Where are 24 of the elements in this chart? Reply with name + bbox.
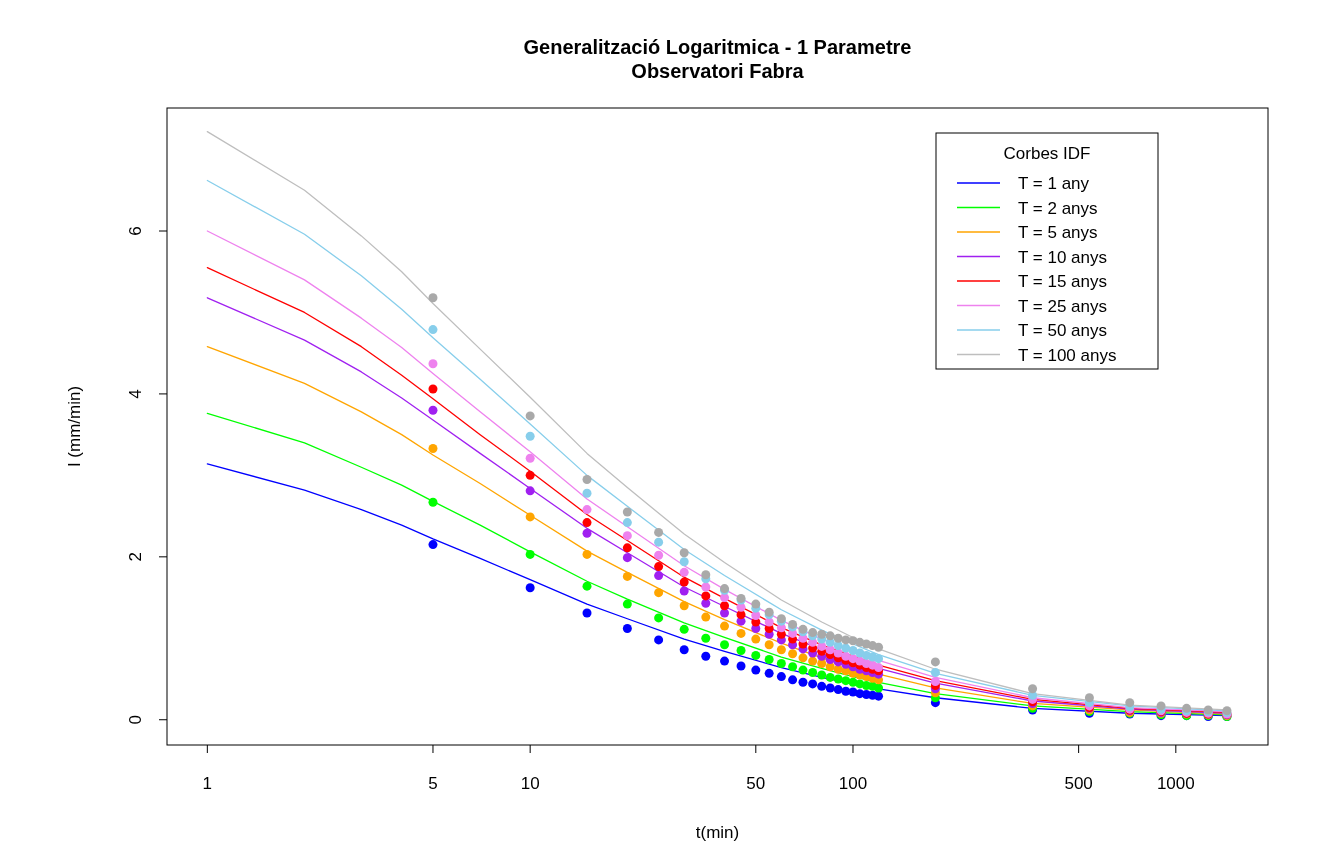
legend-label: T = 10 anys — [1018, 247, 1107, 267]
legend-label: T = 25 anys — [1018, 296, 1107, 316]
y-tick-label: 0 — [125, 715, 145, 725]
legend-label: T = 100 anys — [1018, 345, 1117, 365]
x-tick-label: 500 — [1064, 774, 1093, 793]
x-tick-label: 50 — [746, 774, 766, 793]
chart-title: Generalització Logaritmica - 1 Parametre — [523, 36, 912, 58]
legend-label: T = 2 anys — [1018, 198, 1098, 218]
y-axis-title: I (mm/min) — [65, 385, 84, 468]
legend-label: T = 1 any — [1018, 174, 1090, 193]
legend-label: T = 15 anys — [1018, 272, 1107, 291]
legend-label: T = 50 anys — [1018, 321, 1107, 340]
x-axis-title: t(min) — [695, 823, 740, 842]
y-tick-label: 4 — [125, 389, 145, 399]
x-tick-label: 5 — [428, 774, 438, 793]
x-tick-label: 1000 — [1156, 774, 1195, 793]
x-tick-label: 100 — [838, 774, 868, 793]
legend-label: T = 5 anys — [1018, 223, 1098, 242]
y-tick-label: 2 — [125, 552, 145, 562]
chart-subtitle: Observatori Fabra — [631, 60, 805, 82]
x-tick-label: 10 — [520, 774, 540, 793]
legend-title: Corbes IDF — [1003, 144, 1091, 163]
x-tick-label: 1 — [202, 774, 213, 793]
y-tick-label: 6 — [125, 226, 145, 236]
